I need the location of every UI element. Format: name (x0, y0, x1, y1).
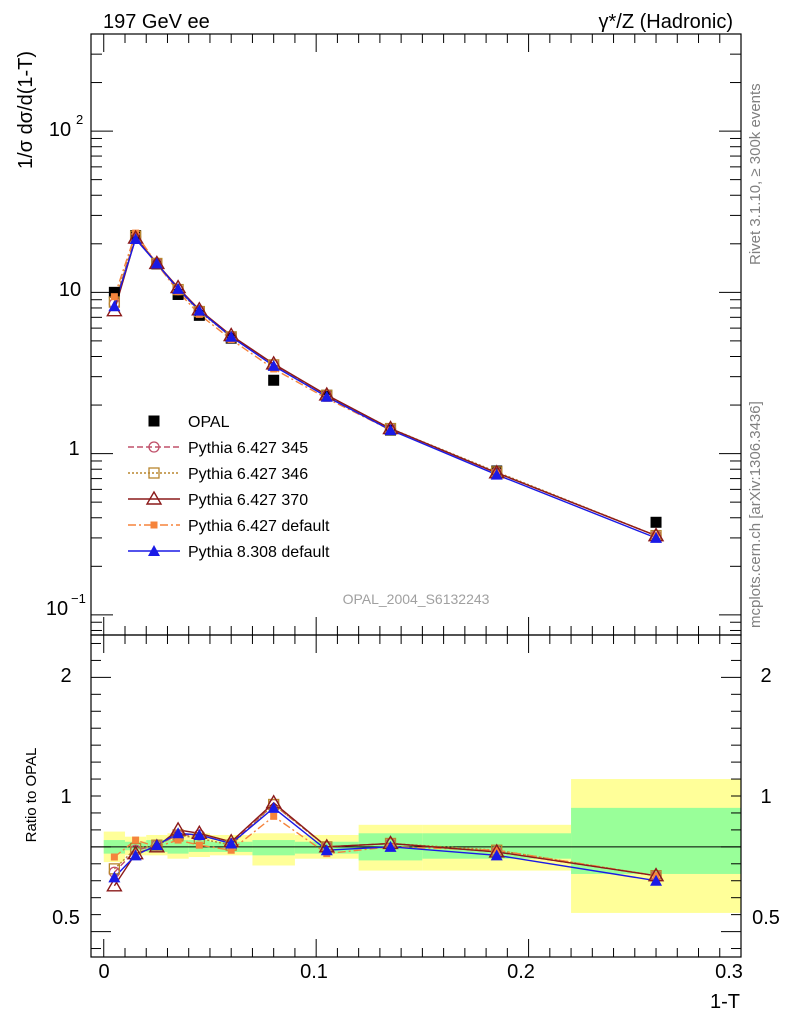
series-line-p346 (113, 234, 657, 537)
series-line-p370 (113, 236, 657, 537)
series-line-p345 (113, 235, 657, 537)
xtick-label-0p3: 0.3 (715, 961, 743, 983)
xtick-label-0p1: 0.1 (300, 961, 328, 983)
legend-label-p346: Pythia 6.427 346 (188, 466, 308, 483)
marker-p8def (129, 233, 142, 245)
ratio-marker-p8def (490, 849, 503, 861)
legend-marker-p370 (145, 490, 163, 505)
ratio-marker-p8def (225, 837, 238, 849)
ratio-marker-p8def (150, 839, 163, 851)
legend-label-p6def: Pythia 6.427 default (188, 518, 330, 535)
ratio-marker-p6def (227, 846, 235, 854)
opal-point (108, 286, 120, 298)
marker-p8def (384, 424, 397, 436)
marker-p8def (108, 300, 121, 312)
ratio-ytick-left-1: 1 (60, 786, 71, 808)
ytick-label-1: 1 (68, 438, 79, 460)
analysis-tag: OPAL_2004_S6132243 (343, 591, 490, 607)
ratio-marker-p6def (110, 853, 118, 861)
ratio-tick-labels: 2 1 0.5 2 1 0.5 0 0.1 0.2 0.3 (52, 665, 780, 983)
energy-label: 197 GeV ee (103, 11, 210, 33)
marker-p8def (225, 330, 238, 342)
ratio-ylabel: Ratio to OPAL (23, 748, 40, 843)
ratio-marker-p8def (129, 849, 142, 861)
ytick-exponent-100: 2 (76, 112, 83, 127)
marker-p8def (320, 390, 333, 402)
opal-point (650, 516, 662, 528)
ratio-marker-p6def (195, 841, 203, 849)
green-band-bin (252, 840, 295, 856)
ratio-marker-p8def (320, 844, 333, 856)
legend-marker-p8def (148, 545, 160, 556)
legend: OPAL Pythia 6.427 345 Pythia 6.427 346 P… (128, 414, 330, 561)
series-line-p6def (113, 231, 657, 537)
legend-label-p345: Pythia 6.427 345 (188, 440, 308, 457)
ratio-marker-p6def (270, 812, 278, 820)
ratio-marker-p8def (193, 828, 206, 840)
opal-point (268, 374, 280, 386)
ratio-marker-p6def (132, 836, 140, 844)
legend-marker-opal (148, 415, 160, 427)
ratio-axes (90, 634, 742, 958)
marker-p8def (267, 359, 280, 371)
ratio-marker-p6def (174, 836, 182, 844)
ytick-label-0p1: 10 (46, 598, 68, 620)
main-tick-labels: 10 2 10 1 10 −1 (46, 112, 86, 620)
ytick-exponent-0p1: −1 (71, 591, 86, 606)
xtick-label-0: 0 (98, 961, 109, 983)
ratio-panel: 2 1 0.5 2 1 0.5 0 0.1 0.2 0.3 (52, 634, 780, 983)
marker-p6def (110, 293, 118, 301)
marker-p8def (193, 304, 206, 316)
ratio-ytick-left-2: 2 (60, 665, 71, 687)
ratio-ytick-right-1: 1 (760, 786, 771, 808)
legend-label-opal: OPAL (188, 414, 230, 431)
ytick-label-100: 10 (49, 119, 71, 141)
ratio-ytick-right-2: 2 (760, 665, 771, 687)
x-axis-label: 1-T (710, 991, 740, 1013)
legend-label-p8def: Pythia 8.308 default (188, 544, 330, 561)
ratio-ytick-right-0p5: 0.5 (752, 907, 780, 929)
main-ylabel: 1/σ dσ/d(1-T) (15, 51, 37, 169)
process-label: γ*/Z (Hadronic) (599, 11, 733, 33)
legend-label-p370: Pythia 6.427 370 (188, 492, 308, 509)
mcplots-label: mcplots.cern.ch [arXiv:1306.3436] (747, 401, 764, 628)
marker-p8def (172, 282, 185, 294)
green-band-bin (571, 807, 741, 874)
xtick-label-0p2: 0.2 (507, 961, 535, 983)
main-panel: 10 2 10 1 10 −1 OPAL Pythia 6.427 345 Py… (46, 33, 742, 636)
ytick-label-10: 10 (59, 279, 81, 301)
marker-p8def (650, 531, 663, 543)
marker-p8def (490, 468, 503, 480)
ratio-marker-p370 (106, 877, 123, 892)
ratio-marker-p8def (267, 801, 280, 813)
ratio-ytick-left-0p5: 0.5 (52, 907, 80, 929)
ratio-marker-p8def (650, 874, 663, 886)
main-data-layer (106, 229, 665, 543)
ratio-marker-p8def (384, 840, 397, 852)
ratio-data-layer (106, 794, 665, 892)
rivet-version-label: Rivet 3.1.10, ≥ 300k events (747, 83, 764, 265)
legend-marker-p6def (150, 521, 158, 529)
ratio-marker-p8def (108, 871, 121, 883)
ratio-marker-p8def (172, 827, 185, 839)
legend-marker-p345 (148, 441, 160, 453)
marker-p8def (150, 257, 163, 269)
legend-marker-p346 (148, 467, 160, 479)
legend-markers (128, 415, 180, 556)
